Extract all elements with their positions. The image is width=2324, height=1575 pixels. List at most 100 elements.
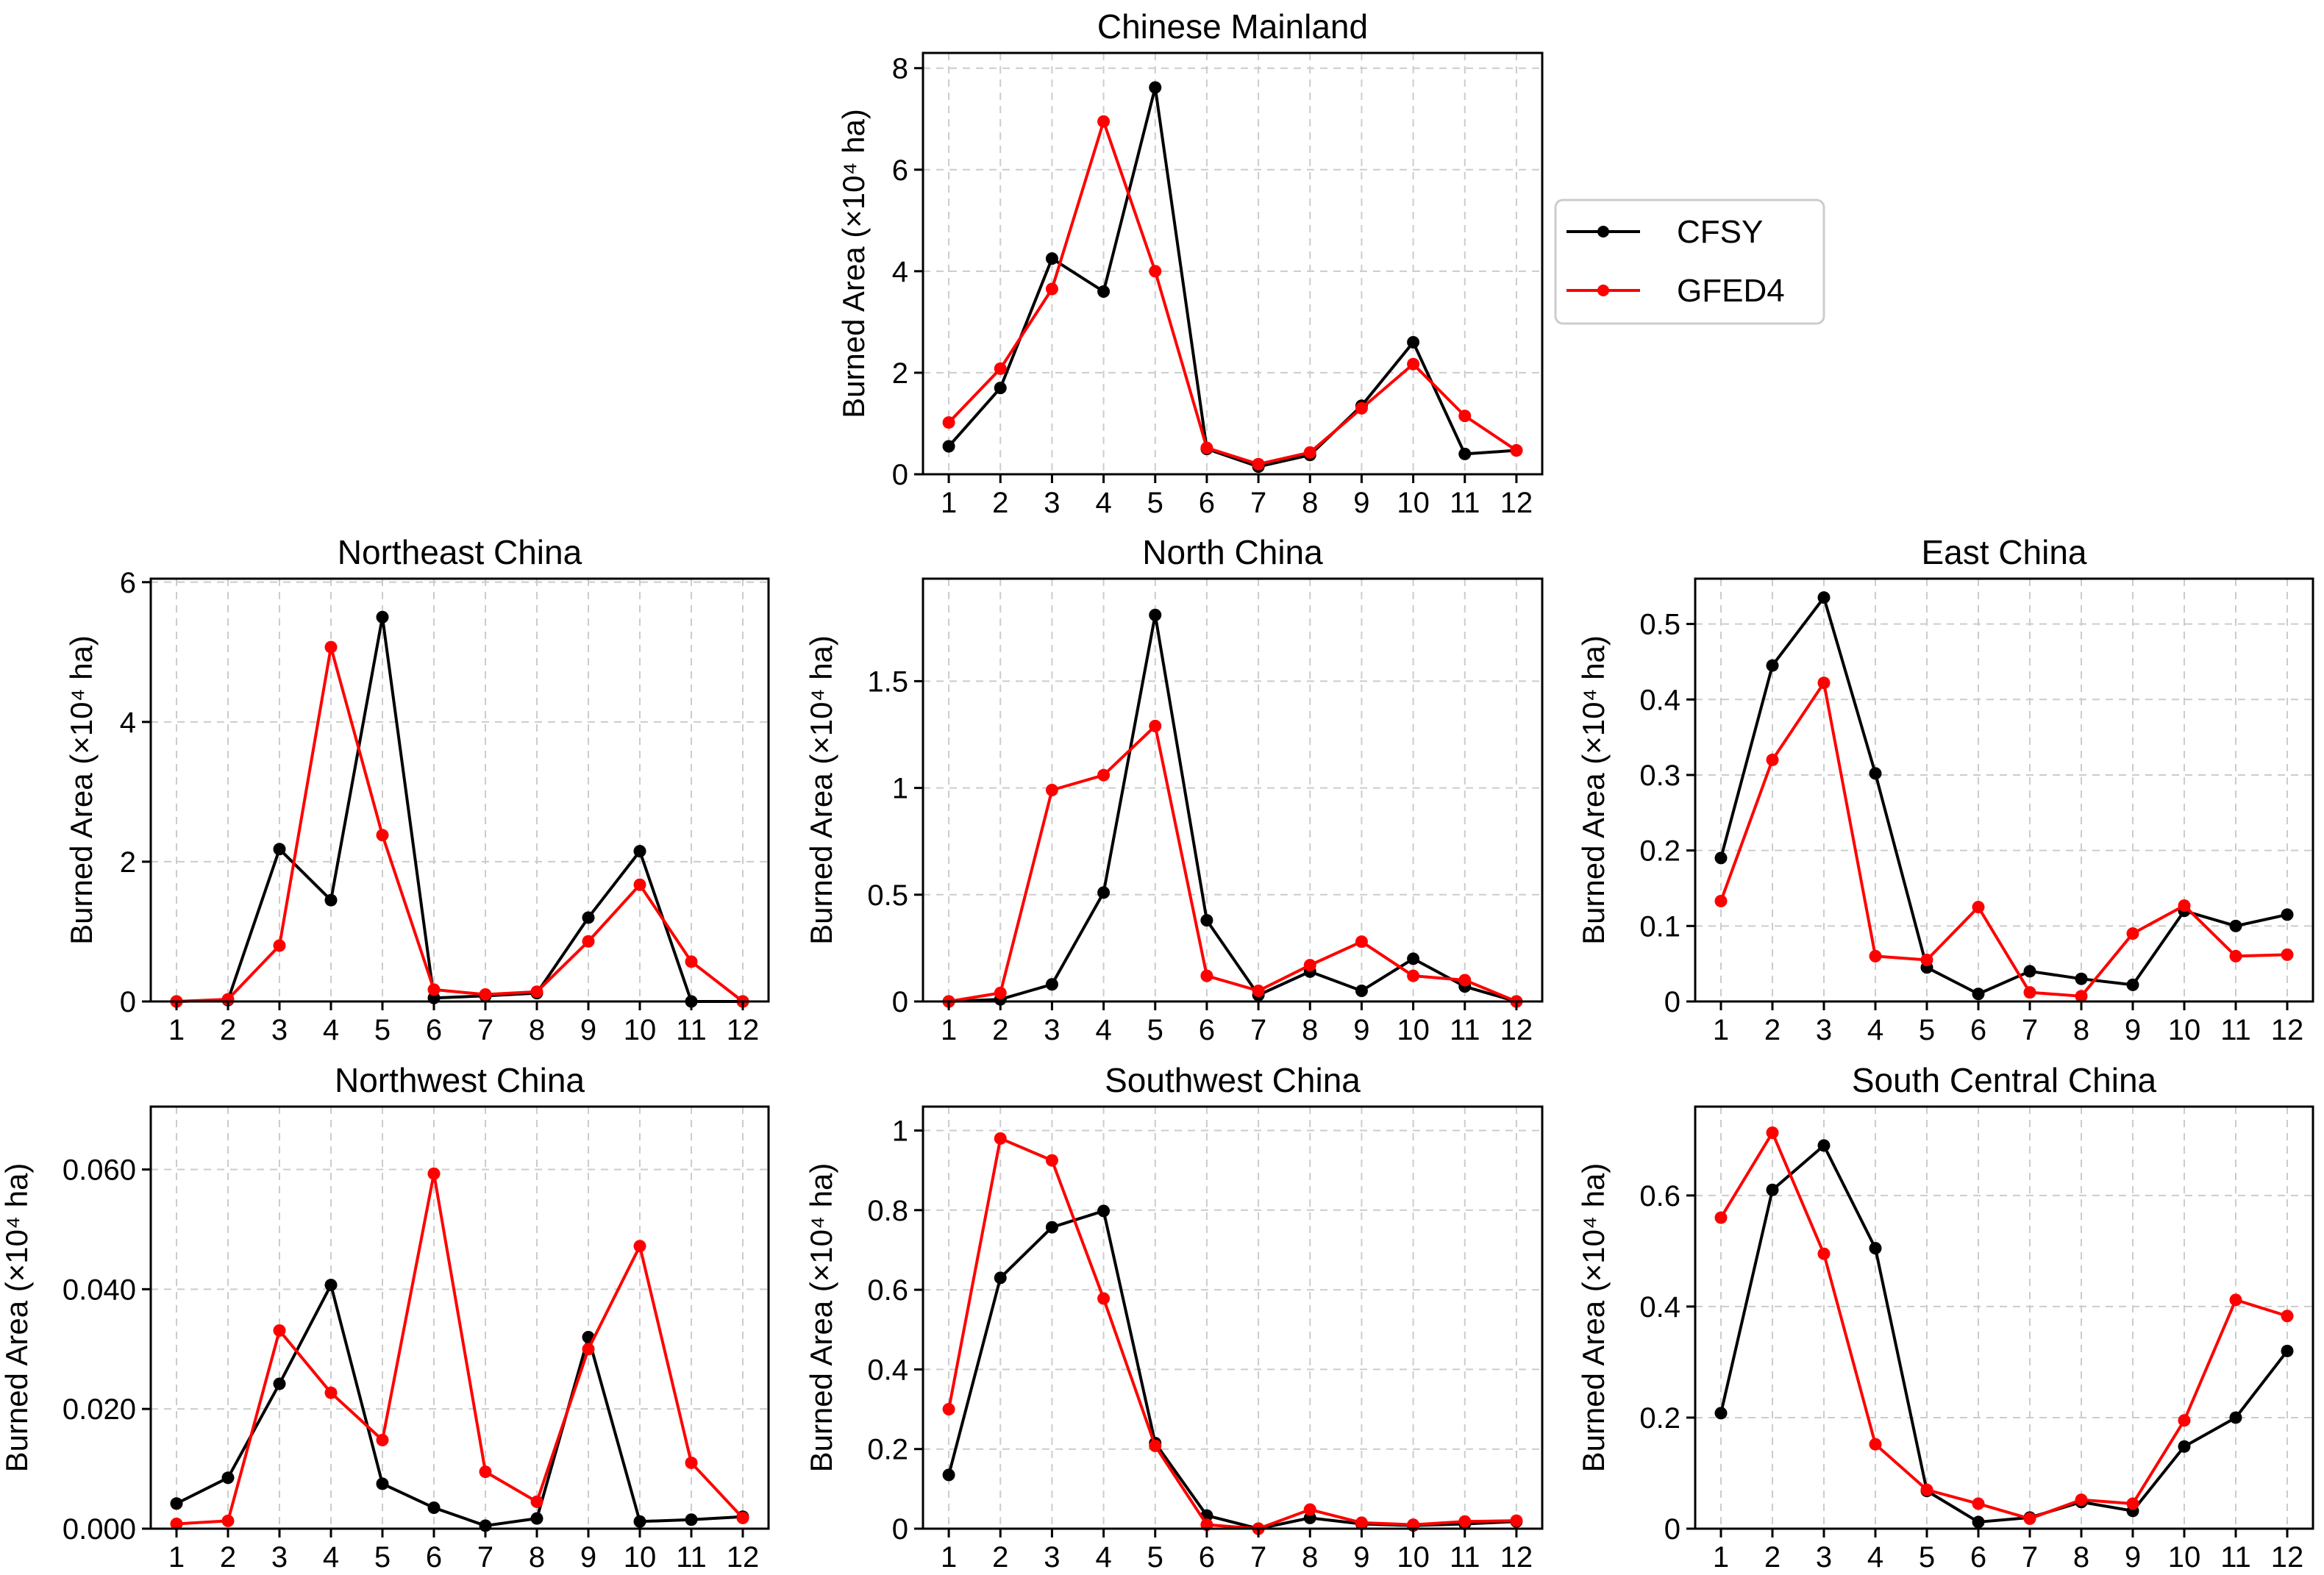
- south-central-china-point-cfsy-4: [1869, 1242, 1882, 1255]
- east-china-y-tick-label-5: 0.5: [1639, 609, 1680, 641]
- northeast-china-point-gfed4-5: [376, 829, 389, 842]
- south-central-china-point-gfed4-1: [1714, 1211, 1728, 1224]
- south-central-china-x-tick-label-2: 2: [1764, 1541, 1781, 1574]
- chinese-mainland-point-gfed4-5: [1149, 265, 1162, 278]
- legend-label-gfed4: GFED4: [1677, 273, 1785, 309]
- south-central-china-plot-frame: [1694, 1105, 2314, 1530]
- south-central-china-y-tick-label-3: 0.6: [1639, 1180, 1680, 1212]
- south-central-china-point-gfed4-10: [2178, 1414, 2191, 1427]
- northeast-china-x-tick-label-4: 4: [323, 1014, 339, 1046]
- north-china-x-tick-label-4: 4: [1095, 1014, 1111, 1046]
- northeast-china-x-tick-label-10: 10: [624, 1014, 657, 1046]
- east-china-x-tick-label-12: 12: [2271, 1014, 2304, 1046]
- southwest-china-y-tick-label-4: 0.8: [867, 1195, 908, 1227]
- south-central-china-point-gfed4-8: [2075, 1493, 2088, 1507]
- south-central-china-point-gfed4-2: [1766, 1126, 1779, 1139]
- east-china-point-gfed4-7: [2023, 986, 2036, 999]
- east-china-plot-frame: [1694, 577, 2314, 1003]
- southwest-china-y-tick-label-3: 0.6: [867, 1274, 908, 1307]
- north-china-point-gfed4-8: [1303, 959, 1316, 972]
- north-china-plot-frame: [922, 577, 1544, 1003]
- north-china-point-cfsy-6: [1200, 914, 1213, 927]
- northeast-china-point-gfed4-6: [427, 983, 441, 996]
- chinese-mainland-point-gfed4-4: [1097, 115, 1111, 128]
- east-china-x-tick-label-3: 3: [1816, 1014, 1832, 1046]
- north-china-x-tick-label-3: 3: [1044, 1014, 1060, 1046]
- chinese-mainland-point-cfsy-5: [1149, 81, 1162, 94]
- northeast-china-plot-frame: [149, 577, 770, 1003]
- southwest-china-title: Southwest China: [1105, 1061, 1361, 1099]
- east-china-y-axis-label: Burned Area (×10⁴ ha): [1576, 635, 1611, 945]
- chinese-mainland-point-cfsy-10: [1407, 336, 1420, 349]
- south-central-china-x-tick-label-8: 8: [2073, 1541, 2089, 1574]
- south-central-china-point-cfsy-2: [1766, 1183, 1779, 1196]
- southwest-china-point-gfed4-9: [1355, 1516, 1368, 1529]
- south-central-china-y-tick-label-2: 0.4: [1639, 1291, 1680, 1324]
- legend: CFSY GFED4: [1554, 199, 1825, 325]
- northwest-china-point-gfed4-5: [376, 1434, 389, 1447]
- east-china-x-tick-label-10: 10: [2168, 1014, 2201, 1046]
- chinese-mainland-title: Chinese Mainland: [1097, 7, 1368, 46]
- chinese-mainland-y-axis-label: Burned Area (×10⁴ ha): [836, 109, 871, 418]
- south-central-china-x-tick-label-3: 3: [1816, 1541, 1832, 1574]
- chinese-mainland-series-line-cfsy: [947, 85, 1517, 468]
- chinese-mainland-x-tick-label-1: 1: [941, 487, 957, 519]
- east-china-point-cfsy-12: [2281, 908, 2294, 921]
- north-china-x-tick-label-1: 1: [941, 1014, 957, 1046]
- east-china-y-tick-label-4: 0.4: [1639, 684, 1680, 716]
- southwest-china-x-tick-label-4: 4: [1095, 1541, 1111, 1574]
- chinese-mainland-point-cfsy-2: [994, 382, 1007, 395]
- northeast-china-point-gfed4-11: [685, 955, 698, 968]
- east-china-point-gfed4-10: [2178, 899, 2191, 913]
- southwest-china-x-tick-label-7: 7: [1250, 1541, 1266, 1574]
- chinese-mainland-x-tick-label-3: 3: [1044, 487, 1060, 519]
- east-china-point-gfed4-4: [1869, 949, 1882, 963]
- panel-northwest-china: 1 2 3 4 5 6 7 8 9 10 11 120.0000.0200.0400.060North…: [0, 1061, 770, 1574]
- northeast-china-point-gfed4-9: [582, 935, 595, 948]
- northeast-china-point-gfed4-7: [479, 988, 492, 1001]
- northwest-china-point-gfed4-1: [170, 1517, 183, 1530]
- chinese-mainland-x-tick-label-10: 10: [1397, 487, 1430, 519]
- northwest-china-title: Northwest China: [335, 1061, 585, 1099]
- northeast-china-point-gfed4-8: [530, 985, 543, 999]
- east-china-point-cfsy-11: [2229, 919, 2242, 932]
- south-central-china-point-cfsy-6: [1972, 1515, 1985, 1529]
- southwest-china-series-line-gfed4: [947, 1137, 1516, 1530]
- northwest-china-point-cfsy-5: [376, 1477, 389, 1490]
- east-china-point-gfed4-2: [1766, 753, 1779, 766]
- northeast-china-point-cfsy-4: [324, 893, 338, 907]
- chinese-mainland-plot-frame: [922, 51, 1544, 476]
- southwest-china-point-cfsy-4: [1097, 1204, 1111, 1218]
- south-central-china-point-gfed4-6: [1972, 1497, 1985, 1510]
- south-central-china-point-gfed4-12: [2281, 1310, 2294, 1323]
- southwest-china-x-tick-label-8: 8: [1302, 1541, 1318, 1574]
- northeast-china-y-tick-label-0: 0: [120, 986, 136, 1018]
- chinese-mainland-x-tick-label-6: 6: [1199, 487, 1215, 519]
- chinese-mainland-point-gfed4-6: [1200, 441, 1213, 454]
- northwest-china-point-cfsy-6: [427, 1501, 441, 1515]
- southwest-china-plot-frame: [922, 1105, 1544, 1530]
- north-china-point-gfed4-9: [1355, 935, 1368, 949]
- east-china-y-tick-label-1: 0.1: [1639, 910, 1680, 943]
- east-china-x-tick-label-2: 2: [1764, 1014, 1781, 1046]
- chinese-mainland-y-tick-label-3: 6: [892, 154, 908, 187]
- southwest-china-x-tick-label-6: 6: [1199, 1541, 1215, 1574]
- north-china-point-gfed4-6: [1200, 969, 1213, 982]
- northeast-china-x-tick-label-12: 12: [727, 1014, 760, 1046]
- chinese-mainland-point-gfed4-8: [1303, 446, 1316, 459]
- northwest-china-x-tick-label-1: 1: [168, 1541, 185, 1574]
- chinese-mainland-x-tick-label-4: 4: [1095, 487, 1111, 519]
- northeast-china-x-tick-label-9: 9: [580, 1014, 596, 1046]
- north-china-x-tick-label-8: 8: [1302, 1014, 1318, 1046]
- east-china-point-gfed4-9: [2126, 927, 2139, 940]
- southwest-china-y-tick-label-0: 0: [892, 1513, 908, 1546]
- northeast-china-x-tick-label-5: 5: [374, 1014, 391, 1046]
- northwest-china-y-axis-label: Burned Area (×10⁴ ha): [0, 1163, 34, 1473]
- southwest-china-x-tick-label-12: 12: [1500, 1541, 1533, 1574]
- northeast-china-point-cfsy-9: [582, 911, 595, 924]
- northwest-china-point-cfsy-8: [530, 1512, 543, 1525]
- northeast-china-y-tick-label-2: 4: [120, 707, 136, 739]
- northwest-china-point-cfsy-3: [273, 1377, 286, 1390]
- southwest-china-point-cfsy-3: [1045, 1221, 1058, 1234]
